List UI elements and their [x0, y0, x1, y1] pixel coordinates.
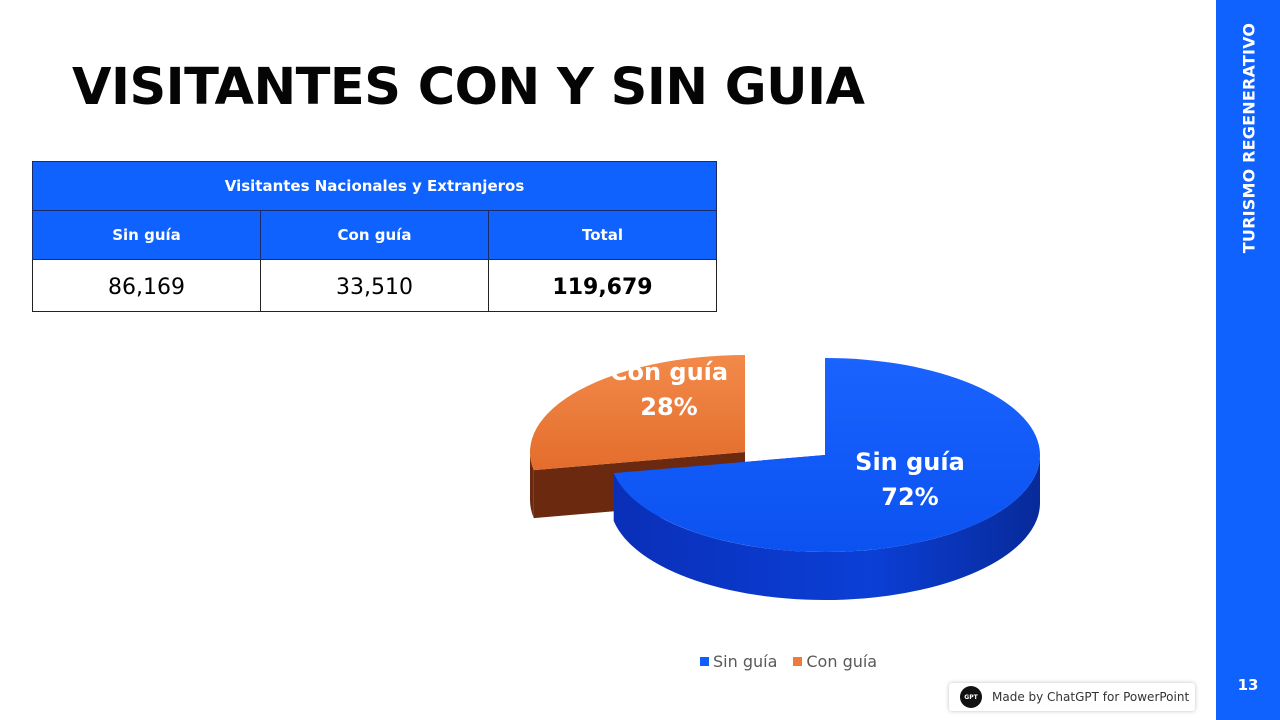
table-header: Visitantes Nacionales y Extranjeros — [32, 161, 717, 211]
page-number: 13 — [1237, 676, 1259, 694]
pie-chart: Sin guía 72% Con guía 28% — [530, 355, 1041, 600]
legend-label-con-guia: Con guía — [806, 652, 878, 671]
chatgpt-logo-icon: GPT — [960, 686, 982, 708]
page-title: VISITANTES CON Y SIN GUIA — [72, 58, 865, 117]
column-header-sin-guia: Sin guía — [32, 210, 261, 260]
legend-item-sin-guia: Sin guía — [700, 652, 777, 671]
slice-sin-guia-top — [613, 358, 1041, 552]
legend-item-con-guia: Con guía — [793, 652, 877, 671]
cell-sin-guia: 86,169 — [32, 259, 261, 312]
visitors-table: Visitantes Nacionales y Extranjeros Sin … — [32, 161, 717, 312]
column-header-con-guia: Con guía — [260, 210, 489, 260]
column-header-total: Total — [488, 210, 717, 260]
slice-sin-guia-rim — [613, 455, 1040, 600]
slice-con-guia-rim — [530, 452, 534, 519]
slice-con-guia-top — [530, 355, 745, 471]
chart-legend: Sin guía Con guía — [700, 652, 877, 671]
pie-value-con-guia: 28% — [640, 393, 697, 421]
legend-swatch-con-guia — [793, 657, 803, 666]
legend-label-sin-guia: Sin guía — [713, 652, 778, 671]
cell-total: 119,679 — [488, 259, 717, 312]
pie-value-sin-guia: 72% — [881, 483, 938, 511]
pie-label-con-guia: Con guía — [610, 358, 728, 386]
made-by-badge[interactable]: GPT Made by ChatGPT for PowerPoint — [949, 683, 1195, 711]
side-bar — [1216, 0, 1280, 720]
legend-swatch-sin-guia — [700, 657, 709, 666]
pie-label-sin-guia: Sin guía — [855, 448, 965, 476]
section-label: TURISMO REGENERATIVO — [1239, 22, 1259, 254]
badge-text: Made by ChatGPT for PowerPoint — [992, 690, 1190, 704]
